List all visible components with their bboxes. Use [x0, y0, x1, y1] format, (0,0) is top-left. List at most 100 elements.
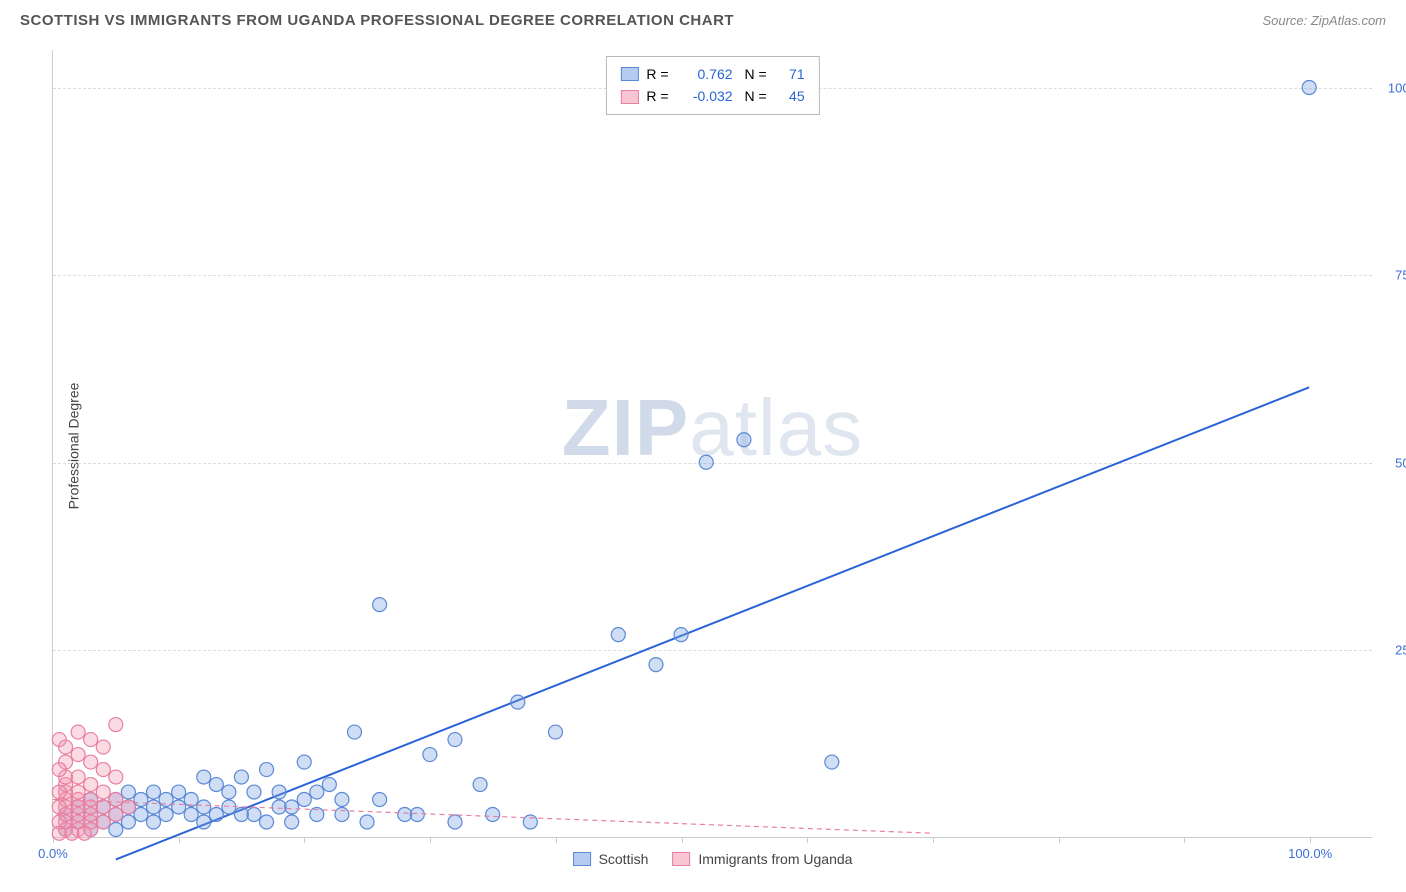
r-value-uganda: -0.032	[677, 85, 733, 107]
data-point	[109, 808, 123, 822]
data-point	[285, 800, 299, 814]
legend-item-scottish: Scottish	[573, 851, 649, 867]
swatch-scottish-icon	[573, 852, 591, 866]
data-point	[197, 770, 211, 784]
data-point	[297, 755, 311, 769]
data-point	[147, 800, 161, 814]
data-point	[1302, 80, 1316, 94]
data-point	[172, 800, 186, 814]
data-point	[209, 778, 223, 792]
data-point	[121, 815, 135, 829]
data-point	[272, 785, 286, 799]
data-point	[96, 785, 110, 799]
n-value-uganda: 45	[775, 85, 805, 107]
chart-title: SCOTTISH VS IMMIGRANTS FROM UGANDA PROFE…	[20, 12, 734, 29]
data-point	[96, 800, 110, 814]
data-point	[121, 800, 135, 814]
data-point	[71, 770, 85, 784]
xtick	[1184, 837, 1185, 843]
data-point	[52, 763, 66, 777]
data-point	[737, 433, 751, 447]
xtick	[430, 837, 431, 843]
data-point	[523, 815, 537, 829]
data-point	[649, 658, 663, 672]
legend-row-scottish: R = 0.762 N = 71	[620, 63, 804, 85]
scatter-svg	[53, 50, 1372, 837]
data-point	[96, 740, 110, 754]
swatch-scottish	[620, 67, 638, 81]
data-point	[121, 785, 135, 799]
data-point	[71, 748, 85, 762]
data-point	[109, 793, 123, 807]
ytick-label: 50.0%	[1395, 455, 1406, 470]
xtick	[682, 837, 683, 843]
data-point	[410, 808, 424, 822]
data-point	[448, 815, 462, 829]
data-point	[486, 808, 500, 822]
data-point	[52, 826, 66, 840]
data-point	[159, 808, 173, 822]
data-point	[134, 808, 148, 822]
ytick-label: 100.0%	[1388, 80, 1406, 95]
data-point	[423, 748, 437, 762]
data-point	[272, 800, 286, 814]
data-point	[360, 815, 374, 829]
xtick-label: 0.0%	[38, 846, 68, 861]
data-point	[52, 800, 66, 814]
plot-area: ZIPatlas R = 0.762 N = 71 R = -0.032 N =…	[52, 50, 1372, 838]
r-value-scottish: 0.762	[677, 63, 733, 85]
data-point	[335, 793, 349, 807]
xtick	[807, 837, 808, 843]
xtick	[179, 837, 180, 843]
data-point	[209, 808, 223, 822]
data-point	[674, 628, 688, 642]
data-point	[84, 778, 98, 792]
data-point	[347, 725, 361, 739]
data-point	[260, 815, 274, 829]
data-point	[52, 733, 66, 747]
data-point	[234, 770, 248, 784]
ytick-label: 75.0%	[1395, 268, 1406, 283]
data-point	[247, 808, 261, 822]
data-point	[134, 793, 148, 807]
n-value-scottish: 71	[775, 63, 805, 85]
correlation-legend: R = 0.762 N = 71 R = -0.032 N = 45	[605, 56, 819, 115]
data-point	[260, 763, 274, 777]
data-point	[222, 785, 236, 799]
data-point	[247, 785, 261, 799]
xtick	[933, 837, 934, 843]
data-point	[52, 785, 66, 799]
data-point	[473, 778, 487, 792]
data-point	[71, 785, 85, 799]
data-point	[611, 628, 625, 642]
data-point	[398, 808, 412, 822]
data-point	[84, 733, 98, 747]
data-point	[71, 725, 85, 739]
legend-row-uganda: R = -0.032 N = 45	[620, 85, 804, 107]
ytick-label: 25.0%	[1395, 643, 1406, 658]
data-point	[335, 808, 349, 822]
data-point	[373, 793, 387, 807]
data-point	[197, 800, 211, 814]
data-point	[297, 793, 311, 807]
xtick	[304, 837, 305, 843]
data-point	[147, 815, 161, 829]
data-point	[84, 793, 98, 807]
data-point	[184, 808, 198, 822]
data-point	[285, 815, 299, 829]
xtick	[556, 837, 557, 843]
data-point	[77, 826, 91, 840]
data-point	[825, 755, 839, 769]
data-point	[322, 778, 336, 792]
data-point	[548, 725, 562, 739]
data-point	[448, 733, 462, 747]
data-point	[109, 718, 123, 732]
data-point	[511, 695, 525, 709]
data-point	[96, 815, 110, 829]
data-point	[234, 808, 248, 822]
xtick	[1310, 837, 1311, 843]
data-point	[172, 785, 186, 799]
series-legend: Scottish Immigrants from Uganda	[573, 851, 853, 867]
xtick	[1059, 837, 1060, 843]
data-point	[65, 826, 79, 840]
